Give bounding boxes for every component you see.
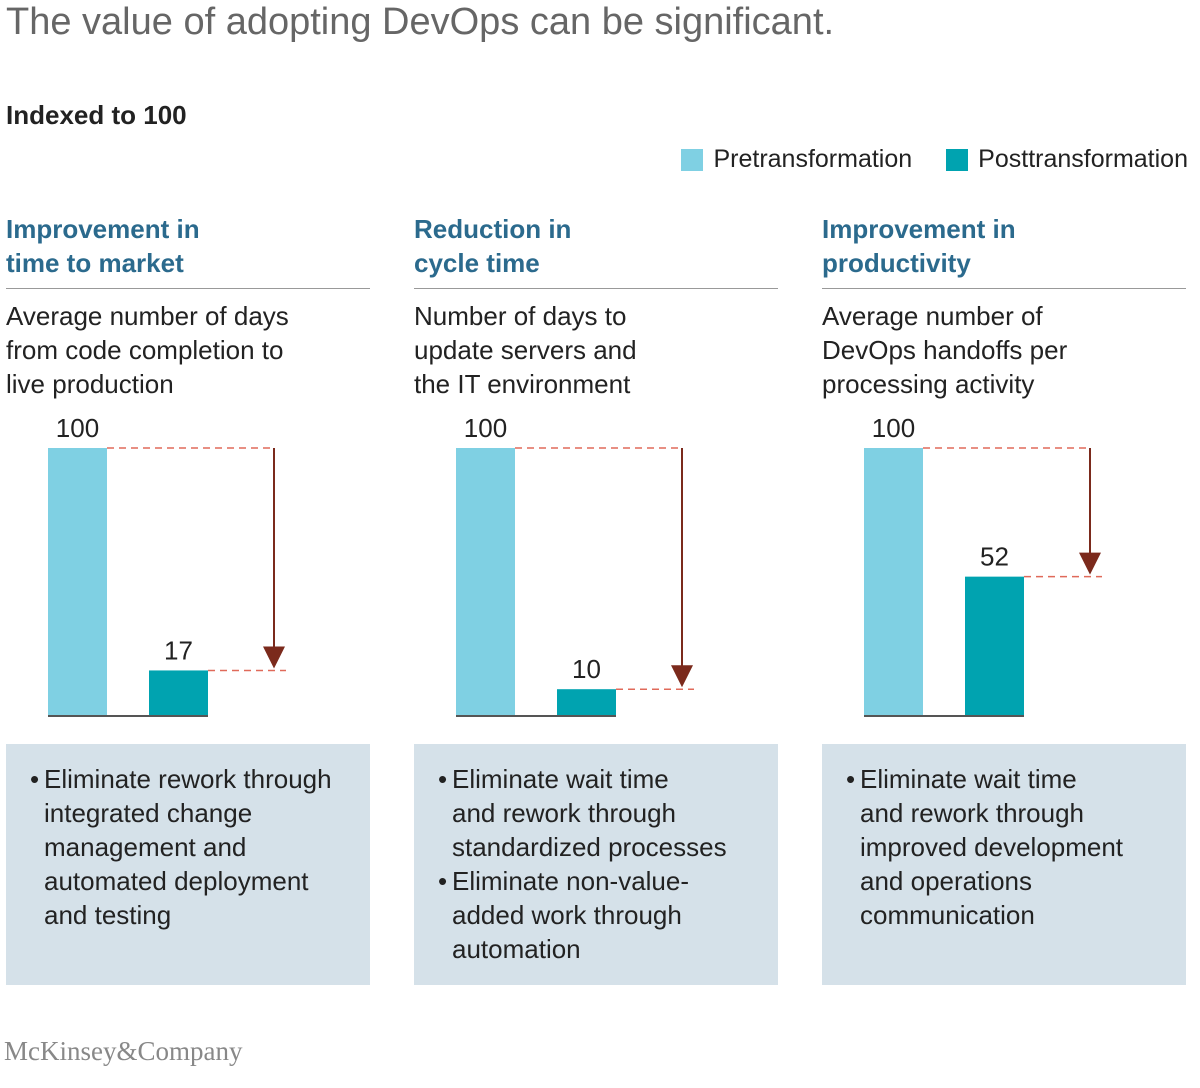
bar-posttransformation	[965, 576, 1024, 716]
note-item: • Eliminate non-value- added work throug…	[438, 864, 770, 966]
value-label-pretransformation: 100	[872, 418, 915, 443]
heading-line: productivity	[822, 248, 971, 278]
reduction-arrow-head	[1079, 552, 1101, 575]
description-line: update servers and	[414, 335, 637, 365]
note-line: Eliminate wait time	[452, 764, 669, 794]
bullet: •	[438, 764, 448, 794]
notes-box: • Eliminate wait time and rework through…	[822, 744, 1186, 985]
panel-description: Average number of DevOps handoffs per pr…	[822, 299, 1186, 401]
bar-pretransformation	[864, 448, 923, 716]
heading-line: Reduction in	[414, 214, 572, 244]
bar-posttransformation	[557, 689, 616, 716]
note-line: standardized processes	[452, 832, 727, 862]
panel-heading: Improvement in time to market	[6, 212, 370, 289]
note-line: management and	[44, 832, 247, 862]
description-line: the IT environment	[414, 369, 631, 399]
bar-chart: 100 10	[456, 418, 694, 717]
note-line: and operations	[860, 866, 1033, 896]
description-line: live production	[6, 369, 174, 399]
legend-label-post: Posttransformation	[978, 145, 1188, 173]
description-line: DevOps handoffs per	[822, 335, 1068, 365]
notes-box: • Eliminate wait time and rework through…	[414, 744, 778, 985]
description-line: Average number of days	[6, 301, 289, 331]
legend-swatch-post	[946, 148, 969, 171]
description-line: processing activity	[822, 369, 1035, 399]
value-label-pretransformation: 100	[56, 418, 99, 443]
chart-subtitle: Indexed to 100	[6, 100, 187, 130]
bullet: •	[30, 764, 40, 794]
company-logo-text: McKinsey&Company	[4, 1036, 243, 1066]
legend-swatch-pre	[681, 148, 704, 171]
bar-chart: 100 17	[48, 418, 286, 717]
bar-chart: 100 52	[864, 418, 1102, 717]
legend: Pretransformation Posttransformation	[681, 145, 1188, 174]
bullet: •	[846, 764, 856, 794]
note-item: • Eliminate rework through integrated ch…	[30, 762, 362, 932]
panel-time-to-market: Improvement in time to market Average nu…	[6, 212, 370, 987]
reduction-arrow-head	[671, 665, 693, 688]
note-line: and rework through	[860, 798, 1085, 828]
description-line: Average number of	[822, 301, 1043, 331]
description-line: Number of days to	[414, 301, 627, 331]
panel-cycle-time: Reduction in cycle time Number of days t…	[414, 212, 778, 987]
value-label-posttransformation: 10	[572, 654, 601, 684]
note-line: improved development	[860, 832, 1124, 862]
heading-line: Improvement in	[822, 214, 1016, 244]
note-line: automation	[452, 934, 581, 964]
bar-pretransformation	[48, 448, 107, 716]
notes-box: • Eliminate rework through integrated ch…	[6, 744, 370, 985]
note-line: Eliminate rework through	[44, 764, 332, 794]
legend-label-pre: Pretransformation	[713, 145, 913, 173]
value-label-pretransformation: 100	[464, 418, 507, 443]
note-line: Eliminate wait time	[860, 764, 1077, 794]
panel-description: Average number of days from code complet…	[6, 299, 370, 401]
note-line: and testing	[44, 900, 172, 930]
note-line: integrated change	[44, 798, 253, 828]
note-line: Eliminate non-value-	[452, 866, 690, 896]
heading-line: cycle time	[414, 248, 540, 278]
heading-line: time to market	[6, 248, 184, 278]
note-line: added work through	[452, 900, 682, 930]
heading-line: Improvement in	[6, 214, 200, 244]
value-label-posttransformation: 52	[980, 542, 1009, 572]
reduction-arrow-head	[263, 646, 285, 669]
description-line: from code completion to	[6, 335, 284, 365]
legend-item-post: Posttransformation	[946, 145, 1188, 174]
bar-pretransformation	[456, 448, 515, 716]
panel-heading: Improvement in productivity	[822, 212, 1186, 289]
bar-posttransformation	[149, 670, 208, 716]
value-label-posttransformation: 17	[164, 635, 193, 665]
note-item: • Eliminate wait time and rework through…	[846, 762, 1178, 932]
bullet: •	[438, 866, 448, 896]
note-line: automated deployment	[44, 866, 309, 896]
note-item: • Eliminate wait time and rework through…	[438, 762, 770, 864]
legend-item-pre: Pretransformation	[681, 145, 912, 174]
panel-heading: Reduction in cycle time	[414, 212, 778, 289]
panel-productivity: Improvement in productivity Average numb…	[822, 212, 1186, 987]
chart-title: The value of adopting DevOps can be sign…	[6, 1, 835, 43]
note-line: and rework through	[452, 798, 677, 828]
panel-description: Number of days to update servers and the…	[414, 299, 778, 401]
note-line: communication	[860, 900, 1035, 930]
